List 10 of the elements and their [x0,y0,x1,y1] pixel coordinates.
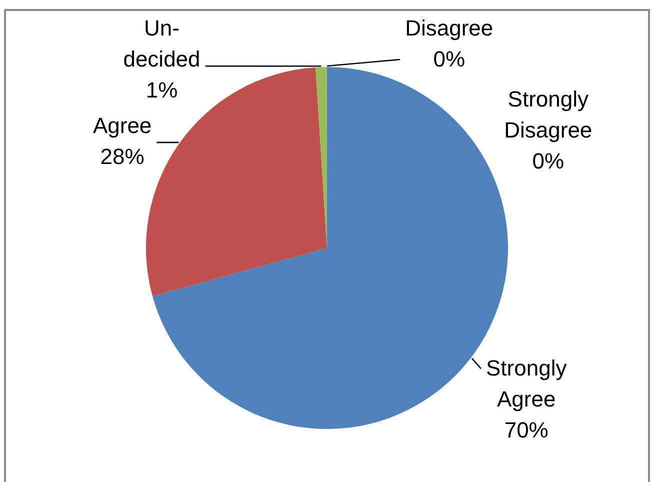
slice-label: Un-decided [123,16,200,72]
data-label: 28% [100,144,144,170]
text: 0% [433,46,466,72]
text: 0% [532,148,564,174]
slice-label: Strongly Agree [486,356,567,412]
data-label: 1% [146,78,178,102]
category-label: Disagree [405,16,494,40]
data-label: 70% [504,418,548,443]
category-label: Strongly Disagree [504,86,592,142]
slice-label: Agree [92,113,152,138]
